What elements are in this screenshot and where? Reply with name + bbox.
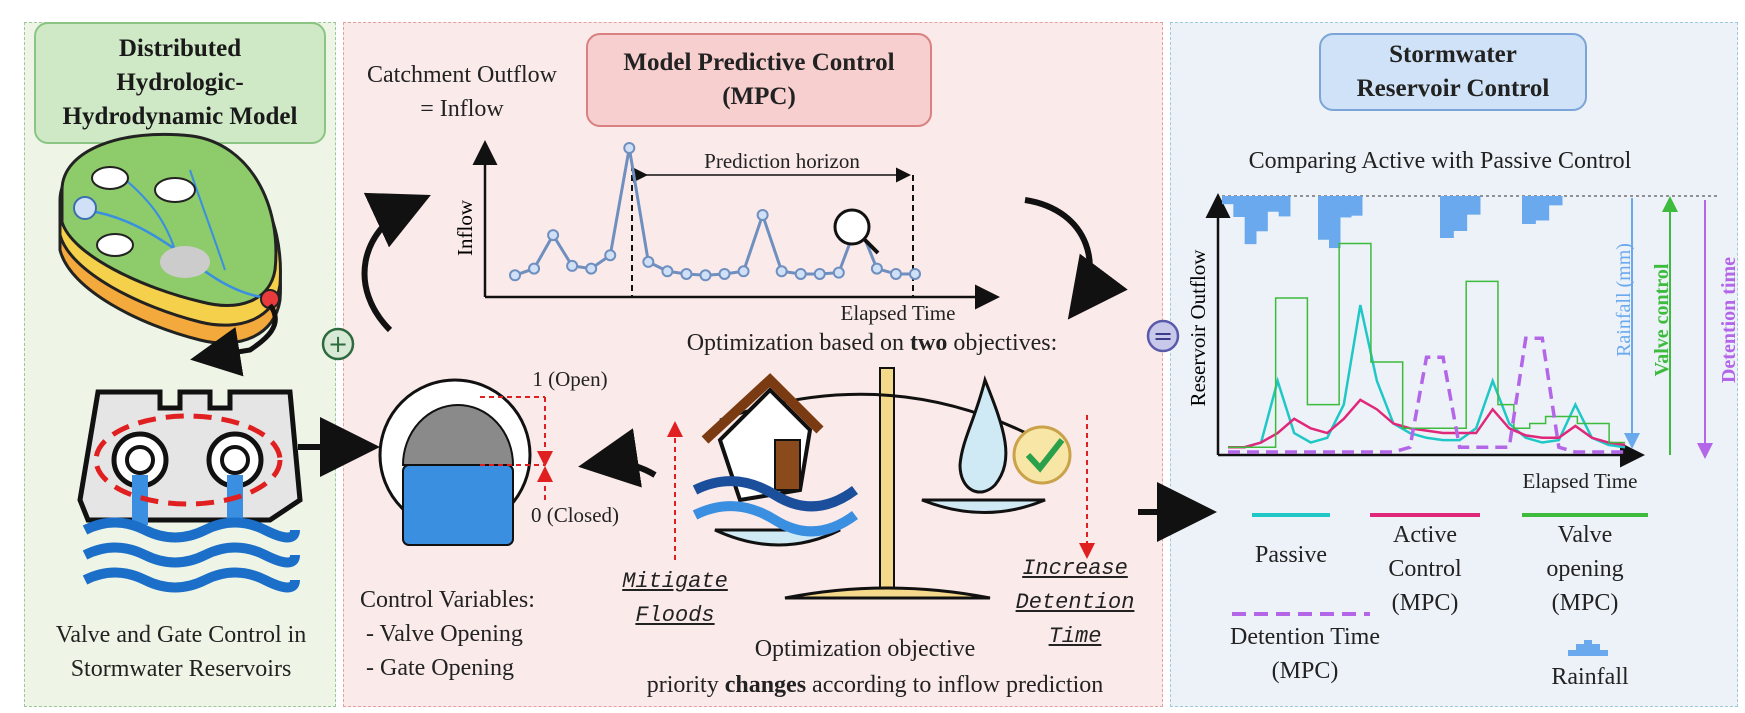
inflow-point: [547, 229, 560, 242]
plus-symbol: +: [328, 330, 348, 358]
inflow-point: [909, 267, 921, 280]
rainfall-bar: [1440, 196, 1454, 238]
valve-gate-caption: Valve and Gate Control in Stormwater Res…: [55, 622, 307, 682]
inflow-point: [718, 267, 731, 280]
rainfall-axis-label: Rainfall (mm): [1613, 243, 1635, 357]
inflow-series: [509, 142, 921, 282]
outflow-chart: [1205, 193, 1720, 468]
active-series: [1228, 398, 1626, 449]
rainfall-bars: [1222, 196, 1563, 249]
rainfall-bar: [1340, 196, 1352, 218]
valve-series: [1228, 242, 1625, 449]
inflow-point: [623, 142, 636, 154]
rainfall-bar: [1548, 196, 1563, 206]
increase-detention-objective: Increase Detention Time: [1015, 556, 1135, 649]
inflow-point: [756, 209, 769, 221]
rainfall-bar: [1267, 196, 1280, 212]
inflow-x-axis-label: Elapsed Time: [840, 301, 956, 325]
rainfall-bar: [1244, 196, 1257, 245]
inflow-point: [680, 267, 693, 280]
reservoir-illustration: [77, 389, 303, 593]
outflow-series: [1228, 242, 1626, 454]
inflow-point: [794, 267, 807, 280]
inflow-point: [699, 269, 712, 282]
mpc-panel: [343, 22, 1163, 707]
legend-active-label: Active Control (MPC): [1388, 522, 1462, 616]
inflow-point: [566, 259, 579, 272]
to-valve-arrow: [578, 428, 657, 488]
objective-priority-line1: Optimization objective: [754, 636, 976, 662]
outflow-y-axis-label: Reservoir Outflow: [1186, 249, 1210, 407]
rainfall-bar: [1453, 196, 1468, 231]
inflow-point: [832, 266, 845, 279]
equals-icon: [1146, 319, 1180, 353]
valve-control-axis-label: Valve control: [1651, 263, 1673, 376]
valve-open-label: 1 (Open): [532, 367, 608, 391]
gate-valve-illustration: [378, 378, 553, 546]
reservoir-control-title: Stormwater Reservoir Control: [1319, 33, 1587, 111]
passive-series: [1228, 304, 1626, 449]
inflow-point: [642, 255, 655, 268]
balance-scale-illustration: [667, 367, 1095, 600]
hydrologic-model-title: Distributed Hydrologic- Hydrodynamic Mod…: [34, 22, 326, 144]
inflow-point: [775, 265, 788, 278]
legend-valve-label: Valve opening (MPC): [1546, 522, 1624, 616]
magnifier-icon: [833, 208, 871, 246]
inflow-line: [514, 147, 915, 277]
inflow-point: [661, 265, 674, 278]
comparison-chart-title: Comparing Active with Passive Control: [1248, 148, 1632, 174]
inflow-point: [604, 249, 617, 262]
inflow-point: [509, 269, 521, 282]
inflow-point: [585, 262, 598, 275]
rainfall-bar: [1466, 196, 1481, 215]
rainfall-bar: [1318, 196, 1330, 240]
catchment-outflow-label: Catchment Outflow = Inflow: [367, 62, 557, 122]
inflow-point: [528, 262, 541, 275]
plus-icon: [321, 327, 355, 361]
inflow-point: [737, 265, 750, 278]
rainfall-bar: [1278, 196, 1291, 217]
feedback-arrow-up: [361, 192, 431, 333]
detention-series: [1228, 336, 1625, 454]
rainfall-bar: [1535, 196, 1550, 221]
optimization-statement: Optimization based on two objectives:: [686, 330, 1058, 356]
inflow-point: [889, 267, 902, 280]
rainfall-bar: [1233, 196, 1246, 217]
legend-passive-label: Passive: [1255, 542, 1327, 568]
catchment-illustration: [58, 132, 282, 377]
inflow-axis-label: Inflow: [453, 199, 477, 256]
control-variables-list: Control Variables: - Valve Opening - Gat…: [360, 587, 535, 681]
rainfall-bar: [1329, 196, 1341, 249]
legend-detention-label: Detention Time (MPC): [1229, 624, 1380, 684]
reservoir-control-panel: [1170, 22, 1738, 707]
inflow-point: [870, 262, 883, 275]
valve-closed-label: 0 (Closed): [530, 503, 620, 527]
equals-symbol: =: [1153, 322, 1173, 350]
rainfall-bar: [1256, 196, 1268, 232]
rainfall-bar: [1351, 196, 1363, 216]
prediction-horizon-label: Prediction horizon: [704, 149, 860, 173]
objective-priority-line2: priority changes according to inflow pre…: [646, 672, 1104, 698]
inflow-point: [813, 267, 826, 280]
mitigate-floods-objective: Mitigate Floods: [622, 569, 728, 628]
legend-rainfall-label: Rainfall: [1551, 664, 1629, 690]
detention-time-axis-label: Detention time: [1718, 257, 1740, 383]
feedback-arrow-down: [1024, 197, 1128, 320]
inflow-chart: [472, 140, 1000, 310]
mpc-title: Model Predictive Control (MPC): [586, 33, 932, 127]
rainfall-bar: [1522, 196, 1536, 224]
legend-rainfall-swatch: [1568, 640, 1608, 656]
outflow-x-axis-label: Elapsed Time: [1522, 469, 1638, 493]
rainfall-bar: [1222, 196, 1234, 205]
chart-legend: [1232, 513, 1648, 656]
